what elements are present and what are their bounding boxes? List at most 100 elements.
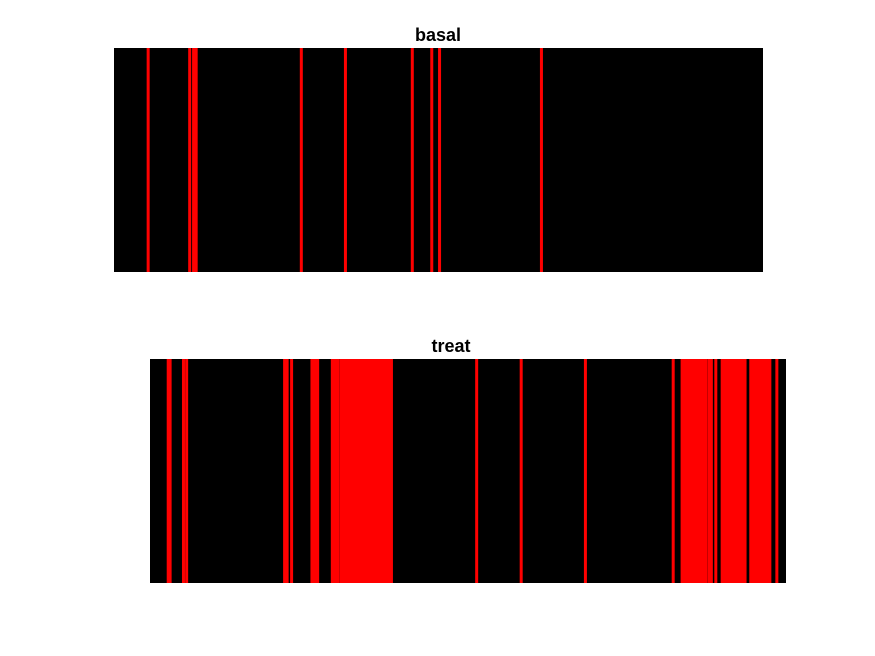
treat-event-line — [753, 359, 757, 583]
treat-event-line — [756, 359, 760, 583]
treat-event-line — [698, 359, 702, 583]
treat-event-line — [735, 359, 739, 583]
treat-event-line — [376, 359, 380, 583]
basal-event-line — [299, 48, 303, 272]
treat-event-line — [762, 359, 766, 583]
treat-event-line — [700, 359, 704, 583]
treat-event-line — [285, 359, 289, 583]
treat-event-line — [351, 359, 355, 583]
treat-event-line — [357, 359, 361, 583]
treat-event-line — [355, 359, 359, 583]
treat-event-line — [741, 359, 745, 583]
treat-title: treat — [431, 336, 470, 356]
treat-event-line — [690, 359, 694, 583]
treat-event-line — [702, 359, 706, 583]
basal-title: basal — [415, 25, 461, 45]
basal-event-line — [539, 48, 543, 272]
treat-event-line — [722, 359, 726, 583]
basal-event-line — [343, 48, 347, 272]
treat-event-line — [720, 359, 724, 583]
treat-event-line — [680, 359, 684, 583]
treat-event-line — [751, 359, 755, 583]
treat-event-line — [384, 359, 388, 583]
treat-event-line — [519, 359, 523, 583]
treat-event-line — [347, 359, 351, 583]
treat-event-line — [755, 359, 759, 583]
treat-event-line — [168, 359, 172, 583]
treat-event-line — [166, 359, 170, 583]
treat-event-line — [365, 359, 369, 583]
treat-event-line — [758, 359, 762, 583]
treat-event-line — [389, 359, 393, 583]
treat-event-line — [341, 359, 345, 583]
treat-event-line — [734, 359, 738, 583]
treat-event-line — [336, 359, 340, 583]
treat-event-line — [739, 359, 743, 583]
treat-event-line — [684, 359, 688, 583]
basal-event-marks — [146, 48, 543, 272]
treat-event-line — [314, 359, 318, 583]
treat-event-line — [185, 359, 189, 583]
treat-event-line — [692, 359, 696, 583]
treat-event-line — [475, 359, 479, 583]
treat-event-line — [694, 359, 698, 583]
basal-event-line — [188, 48, 192, 272]
treat-event-line — [316, 359, 320, 583]
treat-event-line — [766, 359, 770, 583]
treat-event-line — [707, 359, 711, 583]
basal-panel: basal — [114, 25, 763, 272]
treat-event-line — [728, 359, 732, 583]
basal-event-line — [146, 48, 150, 272]
treat-event-line — [671, 359, 675, 583]
treat-event-line — [704, 359, 708, 583]
treat-event-line — [334, 359, 338, 583]
treat-event-line — [749, 359, 753, 583]
treat-event-line — [363, 359, 367, 583]
treat-event-line — [714, 359, 718, 583]
treat-event-line — [339, 359, 343, 583]
treat-event-line — [370, 359, 374, 583]
treat-event-line — [726, 359, 730, 583]
treat-event-line — [732, 359, 736, 583]
treat-event-line — [775, 359, 779, 583]
treat-event-line — [686, 359, 690, 583]
treat-event-line — [330, 359, 334, 583]
treat-event-line — [724, 359, 728, 583]
basal-event-line — [438, 48, 442, 272]
treat-event-line — [310, 359, 314, 583]
treat-event-line — [349, 359, 353, 583]
treat-event-line — [368, 359, 372, 583]
treat-event-line — [380, 359, 384, 583]
treat-event-line — [374, 359, 378, 583]
treat-event-line — [346, 359, 350, 583]
treat-event-line — [332, 359, 336, 583]
treat-event-line — [367, 359, 371, 583]
treat-event-line — [386, 359, 390, 583]
treat-event-line — [737, 359, 741, 583]
treat-event-line — [361, 359, 365, 583]
basal-event-line — [192, 48, 196, 272]
basal-event-line — [430, 48, 434, 272]
treat-panel: treat — [150, 336, 786, 583]
basal-event-line — [410, 48, 414, 272]
treat-event-line — [583, 359, 587, 583]
treat-plot-area — [150, 359, 786, 583]
treat-event-line — [181, 359, 185, 583]
basal-event-line — [194, 48, 198, 272]
treat-event-line — [283, 359, 287, 583]
treat-event-line — [344, 359, 348, 583]
treat-event-line — [764, 359, 768, 583]
treat-event-line — [709, 359, 713, 583]
treat-event-line — [378, 359, 382, 583]
treat-event-line — [760, 359, 764, 583]
treat-event-marks — [166, 359, 779, 583]
treat-event-line — [290, 359, 294, 583]
treat-event-line — [688, 359, 692, 583]
treat-event-line — [730, 359, 734, 583]
treat-event-line — [768, 359, 772, 583]
treat-event-line — [359, 359, 363, 583]
treat-event-line — [682, 359, 686, 583]
treat-event-line — [353, 359, 357, 583]
treat-event-line — [743, 359, 747, 583]
